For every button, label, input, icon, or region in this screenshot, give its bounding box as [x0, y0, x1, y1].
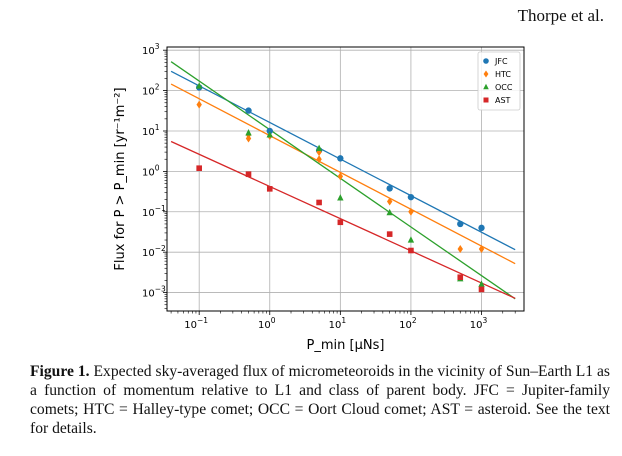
htc-point [408, 207, 414, 216]
x-axis-label: P_min [μNs] [307, 338, 385, 353]
legend-box [477, 51, 521, 111]
x-tick-label: 102 [399, 316, 417, 331]
ast-point [196, 165, 202, 171]
ast-point [478, 286, 485, 293]
occ-point [386, 208, 393, 216]
occ-point [195, 82, 203, 89]
occ-point [337, 194, 344, 201]
y-axis-label: Flux for P > P_min [yr⁻¹m⁻²] [113, 87, 128, 270]
occ-point [407, 236, 415, 243]
htc-point [386, 197, 393, 206]
jfc-point [457, 220, 464, 228]
htc-point [337, 172, 344, 181]
jfc-point [478, 224, 485, 232]
jfc-point [386, 185, 393, 192]
jfc-point [266, 127, 273, 135]
legend-htc-marker [483, 70, 489, 78]
x-tick-label: 101 [329, 316, 347, 331]
occ-point [478, 280, 485, 287]
legend-jfc-label: JFC [494, 57, 508, 66]
y-tick-label: 100 [142, 163, 160, 178]
legend-ast-label: AST [495, 96, 511, 105]
ast-point [457, 274, 464, 281]
x-tick-label: 100 [258, 316, 276, 331]
occ-point [266, 131, 273, 138]
ast-point [266, 186, 273, 192]
htc-point [316, 155, 322, 164]
legend: JFC HTC OCC AST [477, 51, 521, 111]
legend-jfc-marker [483, 58, 489, 64]
y-tick-label: 10−1 [142, 204, 166, 219]
figure-caption-text: Expected sky-averaged flux of micrometeo… [30, 363, 611, 437]
occ-point [315, 144, 323, 152]
ast-point [245, 171, 252, 178]
jfc-point [337, 155, 344, 162]
plot-frame [166, 46, 525, 312]
y-tick-label: 102 [142, 83, 160, 98]
occ-fit-line [170, 61, 516, 300]
legend-occ-marker [483, 83, 489, 90]
htc-point [478, 244, 485, 253]
occ-point [245, 129, 252, 136]
jfc-point [407, 193, 415, 201]
figure-caption: Figure 1. Expected sky-averaged flux of … [30, 362, 610, 438]
running-header-author: Thorpe et al. [517, 6, 604, 25]
figure-label: Figure 1. [30, 363, 90, 380]
y-tick-label: 103 [142, 42, 160, 57]
legend-occ-label: OCC [495, 83, 513, 92]
chart-grid [167, 47, 524, 311]
htc-fit-line [170, 83, 516, 265]
ast-point [337, 219, 344, 226]
x-tick-label: 10−1 [184, 316, 208, 331]
legend-ast-marker [483, 97, 489, 103]
flux-chart: 10−1 100 101 102 103 10−3 10−2 10−1 100 101 102 103… [113, 42, 525, 353]
htc-point [457, 244, 463, 253]
y-tick-label: 10−3 [142, 285, 166, 300]
htc-point [196, 100, 202, 109]
jfc-point [245, 107, 252, 114]
ast-point [316, 199, 322, 206]
y-tick-label: 101 [142, 123, 160, 138]
ast-point [408, 247, 414, 254]
data-points [195, 82, 485, 293]
fit-lines [170, 61, 516, 300]
ast-point [386, 231, 393, 237]
x-tick-label: 103 [470, 316, 488, 331]
y-tick-label: 10−2 [142, 244, 166, 259]
legend-htc-label: HTC [495, 70, 511, 79]
